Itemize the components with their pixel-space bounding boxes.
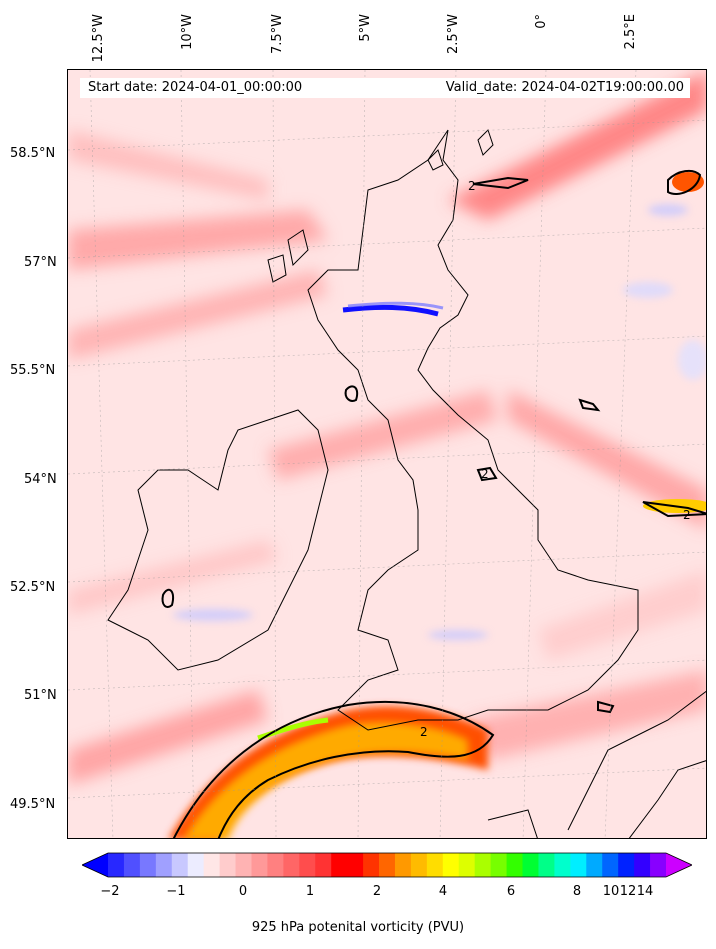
colorbar-swatch [506, 853, 524, 877]
colorbar-label: 925 hPa potenital vorticity (PVU) [251, 920, 465, 935]
colorbar-swatch [522, 853, 539, 877]
colorbar-swatch [650, 853, 667, 877]
colorbar-swatch [379, 853, 396, 877]
colorbar-tick: −2 [100, 884, 120, 899]
colorbar-swatch [410, 853, 428, 877]
lat-label-51n: 51°N [24, 688, 57, 703]
colorbar-tick: 12 [619, 884, 637, 899]
lat-label-57n: 57°N [24, 255, 57, 270]
colorbar-swatch [602, 853, 619, 877]
colorbar-tick: 8 [572, 884, 582, 899]
colorbar-tick: 14 [636, 884, 654, 899]
colorbar-tick: 4 [438, 884, 448, 899]
contour-label: 2 [420, 725, 428, 739]
pv-field-map: 2 2 2 2 [68, 70, 706, 838]
colorbar-swatch [331, 853, 348, 877]
colorbar-tick: 10 [602, 884, 620, 899]
lat-label-55.5n: 55.5°N [10, 363, 56, 378]
colorbar-swatch [267, 853, 284, 877]
colorbar-tick: 2 [372, 884, 382, 899]
colorbar-extend-low [82, 853, 108, 877]
lon-label-0: 0° [534, 14, 549, 29]
colorbar-swatch [363, 853, 380, 877]
pv-negative-patches [173, 204, 706, 640]
map-panel: 2 2 2 2 [67, 69, 707, 839]
contour-label: 2 [468, 179, 476, 193]
colorbar-swatch [490, 853, 508, 877]
colorbar-swatch [458, 853, 476, 877]
lat-label-52.5n: 52.5°N [10, 580, 56, 595]
lon-label-2.5e: 2.5°E [623, 14, 638, 50]
start-date-label: Start date: 2024-04-01_00:00:00 [88, 80, 303, 95]
colorbar [82, 852, 692, 878]
lon-label-2.5w: 2.5°W [446, 14, 461, 55]
colorbar-swatch [394, 853, 412, 877]
colorbar-swatch [586, 853, 603, 877]
colorbar-swatch [538, 853, 555, 877]
colorbar-swatch [554, 853, 571, 877]
colorbar-tick: 1 [305, 884, 315, 899]
colorbar-swatch [123, 853, 141, 877]
colorbar-swatch [442, 853, 460, 877]
colorbar-swatch [634, 853, 651, 877]
coastlines [107, 129, 706, 838]
graticule [68, 70, 706, 838]
lon-label-5w: 5°W [358, 14, 373, 42]
colorbar-outline [82, 852, 692, 878]
colorbar-swatch [570, 853, 587, 877]
contour-label: 2 [481, 467, 489, 481]
colorbar-swatch [283, 853, 300, 877]
lat-label-49.5n: 49.5°N [10, 797, 56, 812]
colorbar-extend-high [666, 853, 692, 877]
colorbar-tick: −1 [166, 884, 186, 899]
colorbar-swatch [171, 853, 189, 877]
colorbar-swatch [315, 853, 332, 877]
lon-label-12.5w: 12.5°W [91, 14, 106, 63]
colorbar-swatch [299, 853, 316, 877]
pvu-contours [161, 169, 706, 838]
colorbar-swatch [235, 853, 252, 877]
lon-label-10w: 10°W [180, 14, 195, 50]
lon-label-7.5w: 7.5°W [270, 14, 285, 55]
pv-negative-streak [342, 304, 439, 317]
colorbar-swatch [108, 853, 125, 877]
colorbar-swatch [155, 853, 173, 877]
colorbar-swatch [187, 853, 205, 877]
colorbar-swatch [203, 853, 221, 877]
contour-label: 2 [683, 508, 691, 522]
date-banner: Start date: 2024-04-01_00:00:00 Valid_da… [80, 78, 690, 98]
colorbar-swatch [618, 853, 635, 877]
valid-date-label: Valid_date: 2024-04-02T19:00:00.00 [445, 80, 684, 95]
colorbar-tick: 6 [506, 884, 516, 899]
colorbar-tick: 0 [238, 884, 248, 899]
colorbar-swatch [251, 853, 268, 877]
colorbar-swatch [426, 853, 444, 877]
colorbar-swatch [347, 853, 364, 877]
colorbar-swatch [139, 853, 157, 877]
lat-label-58.5n: 58.5°N [10, 146, 56, 161]
colorbar-swatch [219, 853, 237, 877]
lat-label-54n: 54°N [24, 472, 57, 487]
colorbar-swatch [474, 853, 492, 877]
